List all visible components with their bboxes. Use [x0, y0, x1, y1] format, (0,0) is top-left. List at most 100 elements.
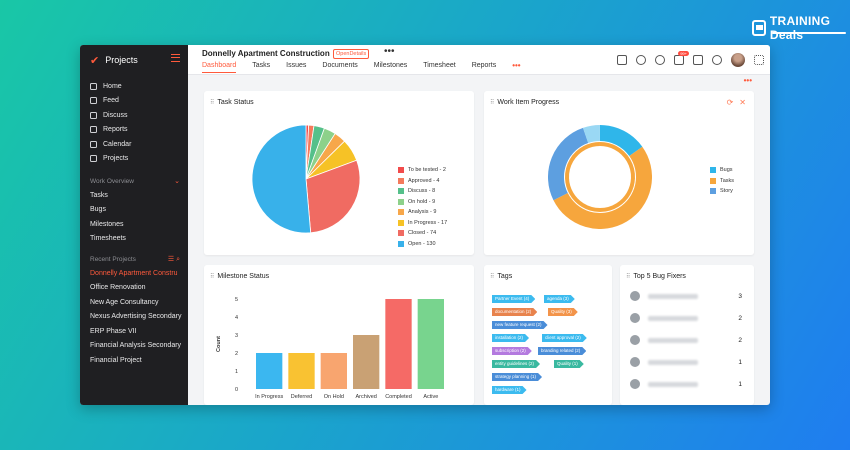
- apps-grid-icon[interactable]: [754, 55, 764, 65]
- tab-dashboard[interactable]: Dashboard: [202, 61, 237, 73]
- tag-pill[interactable]: entity guidelines (2): [492, 360, 540, 368]
- pie-slice[interactable]: [251, 124, 312, 234]
- work-overview-item[interactable]: Milestones: [90, 220, 124, 228]
- legend-item[interactable]: Closed - 74: [398, 228, 447, 239]
- tab-documents[interactable]: Documents: [322, 62, 358, 69]
- tag-pill[interactable]: subscription (2): [492, 347, 532, 355]
- filter-search-icons[interactable]: ☰ ⌕: [167, 255, 180, 263]
- bar[interactable]: [288, 353, 315, 389]
- sidebar-item-projects[interactable]: Projects: [80, 152, 188, 167]
- recent-project-item[interactable]: ERP Phase VII: [90, 327, 137, 335]
- search-icon[interactable]: [636, 55, 646, 65]
- sidebar-item-label: Reports: [103, 126, 128, 134]
- legend-item[interactable]: Discuss - 8: [398, 186, 447, 197]
- drag-handle-icon[interactable]: ⠿: [626, 274, 631, 280]
- avatar[interactable]: [731, 53, 745, 67]
- legend-item[interactable]: To be tested - 2: [398, 165, 447, 176]
- bug-fixer-row[interactable]: 2: [630, 311, 742, 325]
- add-icon[interactable]: [617, 55, 627, 65]
- tag-pill[interactable]: Quality (1): [554, 360, 584, 368]
- legend-swatch: [398, 198, 404, 205]
- work-overview-item[interactable]: Bugs: [90, 206, 106, 214]
- refresh-icon[interactable]: ⟳: [726, 98, 734, 107]
- legend-item[interactable]: Tasks: [710, 176, 734, 187]
- status-badge[interactable]: OpenDetails: [333, 49, 370, 59]
- donut-segment[interactable]: [553, 146, 652, 229]
- sidebar-item-calendar[interactable]: Calendar: [80, 137, 188, 152]
- bar[interactable]: [256, 353, 283, 389]
- drag-handle-icon[interactable]: ⠿: [490, 274, 495, 280]
- chevron-down-icon[interactable]: ⌄: [174, 178, 180, 185]
- recent-project-item[interactable]: Donnelly Apartment Constru: [90, 269, 178, 277]
- bar[interactable]: [353, 335, 380, 389]
- bug-fixer-row[interactable]: 2: [630, 333, 742, 347]
- app-title[interactable]: ✔ Projects: [90, 54, 138, 67]
- recent-project-item[interactable]: New Age Consultancy: [90, 298, 159, 306]
- bug-fixers-title: Top 5 Bug Fixers: [633, 273, 686, 280]
- tag-pill[interactable]: installation (2): [492, 334, 529, 342]
- menu-icon[interactable]: [171, 54, 180, 62]
- work-overview-item[interactable]: Tasks: [90, 191, 108, 199]
- legend-item[interactable]: Story: [710, 186, 734, 197]
- bug-fixer-row[interactable]: 1: [630, 377, 742, 391]
- bug-fixer-row[interactable]: 3: [630, 289, 742, 303]
- drag-handle-icon[interactable]: ⠿: [210, 274, 215, 280]
- tag-pill[interactable]: agenda (3): [544, 295, 575, 303]
- tab-timesheet[interactable]: Timesheet: [423, 62, 456, 69]
- tabs-more-icon[interactable]: •••: [512, 61, 521, 70]
- legend-item[interactable]: Approved - 4: [398, 176, 447, 187]
- bar[interactable]: [385, 299, 412, 389]
- work-overview-header[interactable]: Work Overview ⌄: [90, 177, 180, 186]
- bug-fixer-row[interactable]: 1: [630, 355, 742, 369]
- tag-pill[interactable]: documentation (2): [492, 308, 537, 316]
- bug-fixer-count: 2: [738, 314, 742, 322]
- tab-milestones[interactable]: Milestones: [373, 62, 408, 69]
- work-overview-item[interactable]: Timesheets: [90, 235, 126, 243]
- clock-icon[interactable]: [655, 55, 665, 65]
- gear-icon[interactable]: [712, 55, 722, 65]
- tab-tasks[interactable]: Tasks: [252, 62, 271, 69]
- sidebar-item-discuss[interactable]: Discuss: [80, 108, 188, 123]
- donut-segment[interactable]: [599, 125, 643, 157]
- recent-project-item[interactable]: Nexus Advertising Secondary: [90, 313, 182, 321]
- close-icon[interactable]: ✕: [739, 98, 746, 107]
- legend-item[interactable]: Bugs: [710, 165, 734, 176]
- legend-item[interactable]: In Progress - 17: [398, 218, 447, 229]
- x-tick-label: Completed: [385, 394, 412, 400]
- legend-item[interactable]: Open - 130: [398, 239, 447, 250]
- task-status-legend: To be tested - 2 Approved - 4 Discuss - 8 O…: [398, 165, 447, 249]
- recent-project-item[interactable]: Office Renovation: [90, 284, 146, 292]
- legend-item[interactable]: On hold - 9: [398, 197, 447, 208]
- sidebar-item-feed[interactable]: Feed: [80, 94, 188, 109]
- bell-icon[interactable]: 99+: [674, 51, 689, 65]
- recent-project-item[interactable]: Financial Analysis Secondary: [90, 342, 182, 350]
- page-more-icon[interactable]: •••: [743, 76, 752, 85]
- donut-segment[interactable]: [548, 127, 589, 201]
- pie-slice[interactable]: [305, 159, 361, 234]
- tag-pill[interactable]: hardware (1): [492, 386, 527, 394]
- donut-segment[interactable]: [582, 125, 601, 144]
- bar[interactable]: [417, 299, 444, 389]
- store-icon[interactable]: [693, 55, 703, 65]
- donut-segment[interactable]: [564, 142, 635, 212]
- bug-fixer-name: [648, 293, 698, 299]
- tab-issues[interactable]: Issues: [286, 62, 307, 69]
- sidebar-item-reports[interactable]: Reports: [80, 123, 188, 138]
- drag-handle-icon[interactable]: ⠿: [490, 100, 495, 106]
- tag-pill[interactable]: client approval (2): [542, 334, 587, 342]
- legend-item[interactable]: Analysis - 9: [398, 207, 447, 218]
- bar[interactable]: [320, 353, 347, 389]
- task-status-card: ⠿ Task Status To be tested - 2 Approved - …: [204, 91, 474, 255]
- drag-handle-icon[interactable]: ⠿: [210, 100, 215, 106]
- tag-pill[interactable]: Partner Event (4): [492, 295, 535, 303]
- more-icon[interactable]: •••: [384, 46, 395, 57]
- tab-reports[interactable]: Reports: [471, 62, 497, 69]
- tag-pill[interactable]: branding related (2): [538, 347, 586, 355]
- tag-pill[interactable]: Quality (3): [548, 308, 578, 316]
- tag-pill[interactable]: strategy planning (1): [492, 373, 542, 381]
- sidebar-item-home[interactable]: Home: [80, 79, 188, 94]
- tag-pill[interactable]: new feature request (2): [492, 321, 548, 329]
- recent-project-item[interactable]: Financial Project: [90, 356, 142, 364]
- calendar-icon: [90, 140, 97, 148]
- work-item-legend: Bugs Tasks Story: [710, 165, 734, 197]
